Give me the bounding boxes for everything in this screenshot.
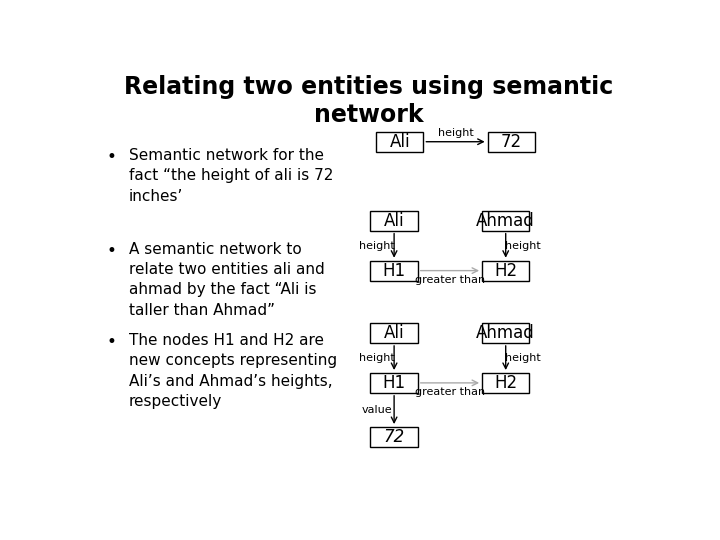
Text: Ahmad: Ahmad <box>477 324 535 342</box>
Text: Ali: Ali <box>390 133 410 151</box>
Text: height: height <box>505 353 540 363</box>
FancyBboxPatch shape <box>482 323 529 343</box>
Text: greater than: greater than <box>415 275 485 285</box>
Text: A semantic network to
relate two entities ali and
ahmad by the fact “Ali is
tall: A semantic network to relate two entitie… <box>129 241 325 318</box>
Text: Relating two entities using semantic
network: Relating two entities using semantic net… <box>125 75 613 127</box>
Text: H2: H2 <box>494 374 517 392</box>
FancyBboxPatch shape <box>370 323 418 343</box>
FancyBboxPatch shape <box>370 427 418 447</box>
Text: H1: H1 <box>382 374 405 392</box>
FancyBboxPatch shape <box>370 373 418 393</box>
Text: The nodes H1 and H2 are
new concepts representing
Ali’s and Ahmad’s heights,
res: The nodes H1 and H2 are new concepts rep… <box>129 333 337 409</box>
Text: •: • <box>107 241 117 260</box>
Text: height: height <box>359 353 395 363</box>
Text: height: height <box>359 241 395 251</box>
Text: Ali: Ali <box>384 212 405 230</box>
Text: H2: H2 <box>494 261 517 280</box>
FancyBboxPatch shape <box>487 132 535 152</box>
Text: height: height <box>505 241 540 251</box>
Text: 72: 72 <box>384 428 405 446</box>
Text: 72: 72 <box>500 133 522 151</box>
FancyBboxPatch shape <box>482 373 529 393</box>
FancyBboxPatch shape <box>482 261 529 281</box>
Text: •: • <box>107 148 117 166</box>
FancyBboxPatch shape <box>370 211 418 231</box>
Text: value: value <box>362 405 392 415</box>
Text: •: • <box>107 333 117 351</box>
Text: Ali: Ali <box>384 324 405 342</box>
Text: greater than: greater than <box>415 387 485 397</box>
Text: Ahmad: Ahmad <box>477 212 535 230</box>
FancyBboxPatch shape <box>482 211 529 231</box>
FancyBboxPatch shape <box>376 132 423 152</box>
Text: Semantic network for the
fact “the height of ali is 72
inches’: Semantic network for the fact “the heigh… <box>129 148 333 204</box>
Text: height: height <box>438 127 473 138</box>
FancyBboxPatch shape <box>370 261 418 281</box>
Text: H1: H1 <box>382 261 405 280</box>
